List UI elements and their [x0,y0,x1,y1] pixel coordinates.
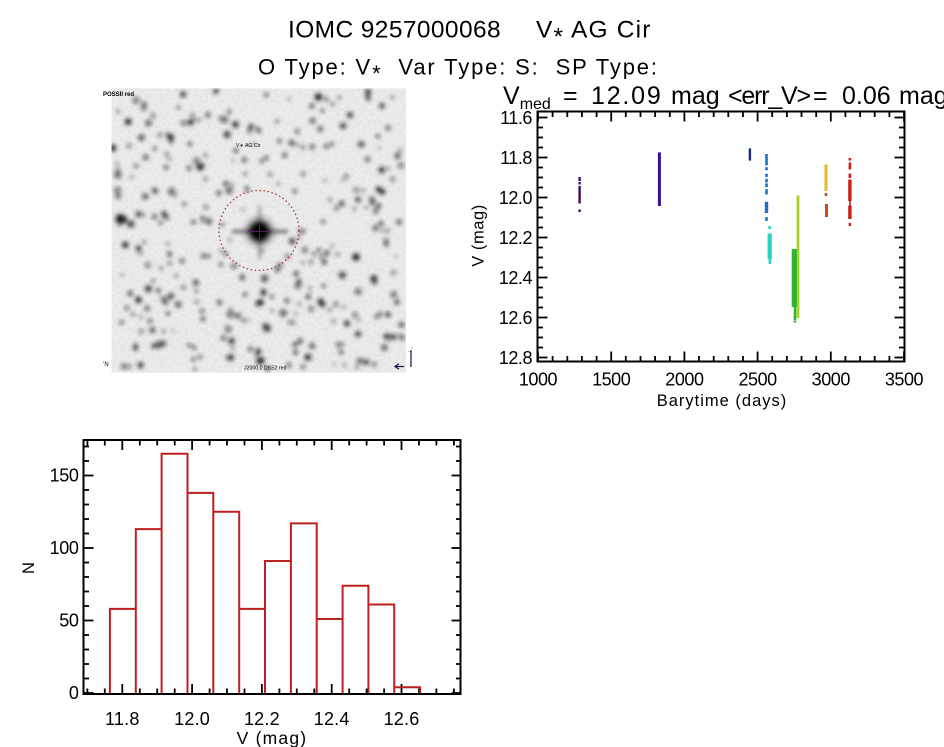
svg-text:12.6: 12.6 [384,709,420,729]
svg-text:11.6: 11.6 [500,108,532,128]
svg-text:2500: 2500 [738,370,777,390]
svg-text:Barytime (days): Barytime (days) [657,392,788,410]
svg-text:IOMC 9257000068: IOMC 9257000068 [288,17,501,44]
svg-text:3500: 3500 [885,370,924,390]
svg-text:1000: 1000 [519,370,558,390]
svg-text:3000: 3000 [812,370,851,390]
svg-text:100: 100 [50,538,79,558]
svg-text:..’: ..’ [408,348,413,354]
svg-text:J2000.0 DSS2 red: J2000.0 DSS2 red [244,366,287,372]
svg-text:N: N [20,562,38,574]
svg-text:POSSII red: POSSII red [103,92,134,98]
svg-text:1500: 1500 [592,370,631,390]
svg-text:12.8: 12.8 [499,348,533,368]
svg-text:12.2: 12.2 [244,709,280,729]
svg-text:12.2: 12.2 [499,228,533,248]
svg-text:’N: ’N [103,362,109,368]
svg-text:0: 0 [69,683,79,703]
svg-text:V∗ AG Cir: V∗ AG Cir [236,143,261,149]
svg-text:V (mag): V (mag) [470,204,488,267]
svg-text:2000: 2000 [665,370,704,390]
svg-text:12.0: 12.0 [174,709,210,729]
svg-text:V (mag): V (mag) [237,728,308,747]
svg-text:11.8: 11.8 [105,709,140,729]
svg-text:12.0: 12.0 [499,188,533,208]
svg-text:50: 50 [59,611,79,631]
svg-text:150: 150 [50,466,79,486]
svg-text:12.4: 12.4 [499,268,533,288]
svg-text:12.6: 12.6 [499,308,533,328]
svg-text:12.4: 12.4 [314,709,350,729]
svg-text:11.8: 11.8 [500,148,532,168]
